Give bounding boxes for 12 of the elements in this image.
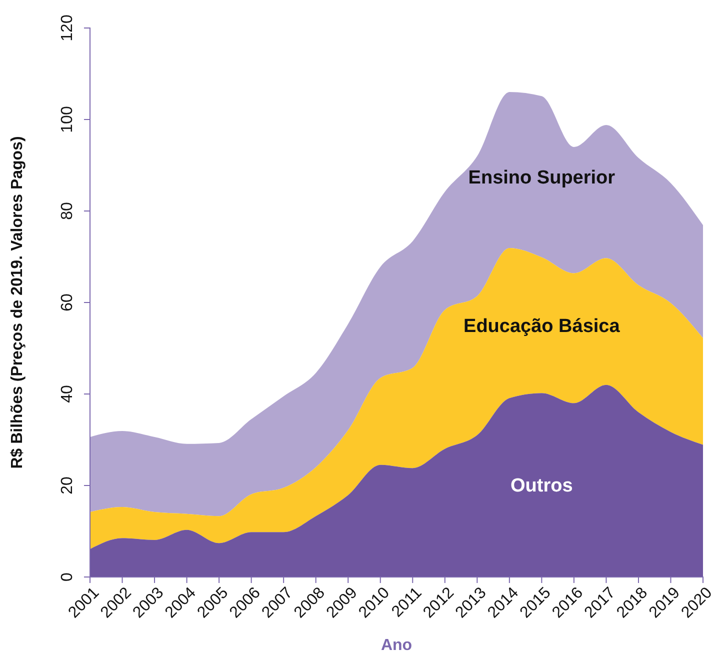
y-tick-label: 120 [59, 14, 76, 42]
series-label: Educação Básica [464, 316, 620, 337]
y-tick-label: 60 [59, 294, 76, 312]
y-tick-label: 20 [59, 476, 76, 494]
y-tick-label: 80 [59, 202, 76, 220]
y-axis-title: R$ Bilhões (Preços de 2019. Valores Pagos) [9, 136, 26, 469]
series-label: Ensino Superior [468, 167, 616, 188]
y-tick-label: 40 [59, 385, 76, 403]
y-tick-label: 0 [59, 572, 76, 582]
x-axis-title: Ano [380, 637, 412, 654]
series-label: Outros [510, 476, 573, 497]
y-tick-label: 100 [59, 106, 76, 133]
